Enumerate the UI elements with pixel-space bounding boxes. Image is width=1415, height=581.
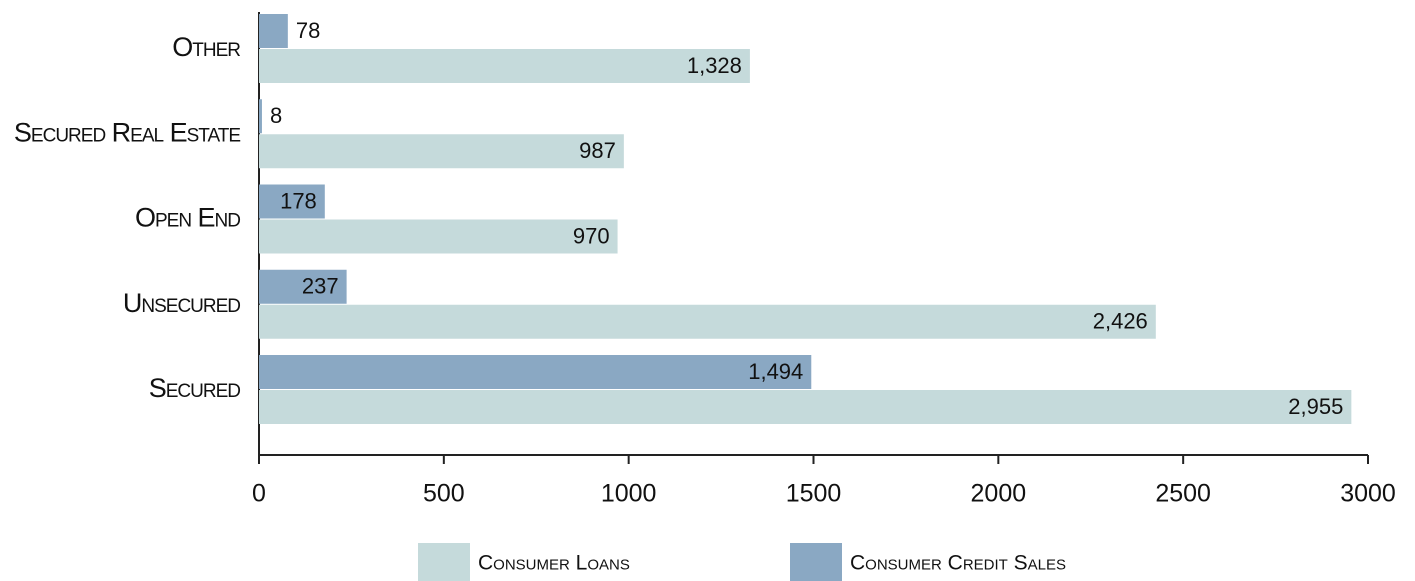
bar <box>259 219 618 254</box>
y-tick-label: Open End <box>135 203 240 233</box>
x-tick-label: 1000 <box>601 480 657 508</box>
x-tick-label: 3000 <box>1340 480 1396 508</box>
bar <box>259 184 325 219</box>
bar <box>259 269 347 304</box>
legend-label: Consumer Loans <box>478 552 630 575</box>
value-label: 970 <box>573 223 610 248</box>
value-label: 237 <box>302 274 339 299</box>
bar <box>259 14 288 48</box>
value-label: 1,328 <box>687 53 742 78</box>
bar <box>259 355 812 389</box>
value-label: 8 <box>270 103 282 128</box>
legend-swatch <box>418 543 470 581</box>
bar <box>259 390 1352 424</box>
x-tick-label: 2500 <box>1155 480 1211 508</box>
x-tick-label: 2000 <box>971 480 1027 508</box>
y-tick-label: Secured Real Estate <box>14 117 240 147</box>
legend-label: Consumer Credit Sales <box>850 552 1066 575</box>
legend-swatch <box>790 543 842 581</box>
value-label: 2,426 <box>1093 309 1148 334</box>
x-tick-label: 0 <box>252 480 266 508</box>
bar <box>259 99 262 134</box>
bar <box>259 304 1156 339</box>
value-label: 78 <box>296 18 320 43</box>
y-tick-label: Unsecured <box>123 288 240 318</box>
y-tick-label: Other <box>172 32 240 62</box>
value-label: 178 <box>280 188 317 213</box>
x-tick-label: 500 <box>423 480 465 508</box>
value-label: 2,955 <box>1288 394 1343 419</box>
x-tick-label: 1500 <box>786 480 842 508</box>
bar <box>259 134 624 169</box>
bar <box>259 49 750 83</box>
y-tick-label: Secured <box>149 373 241 403</box>
value-label: 1,494 <box>748 359 803 384</box>
value-label: 987 <box>579 138 616 163</box>
